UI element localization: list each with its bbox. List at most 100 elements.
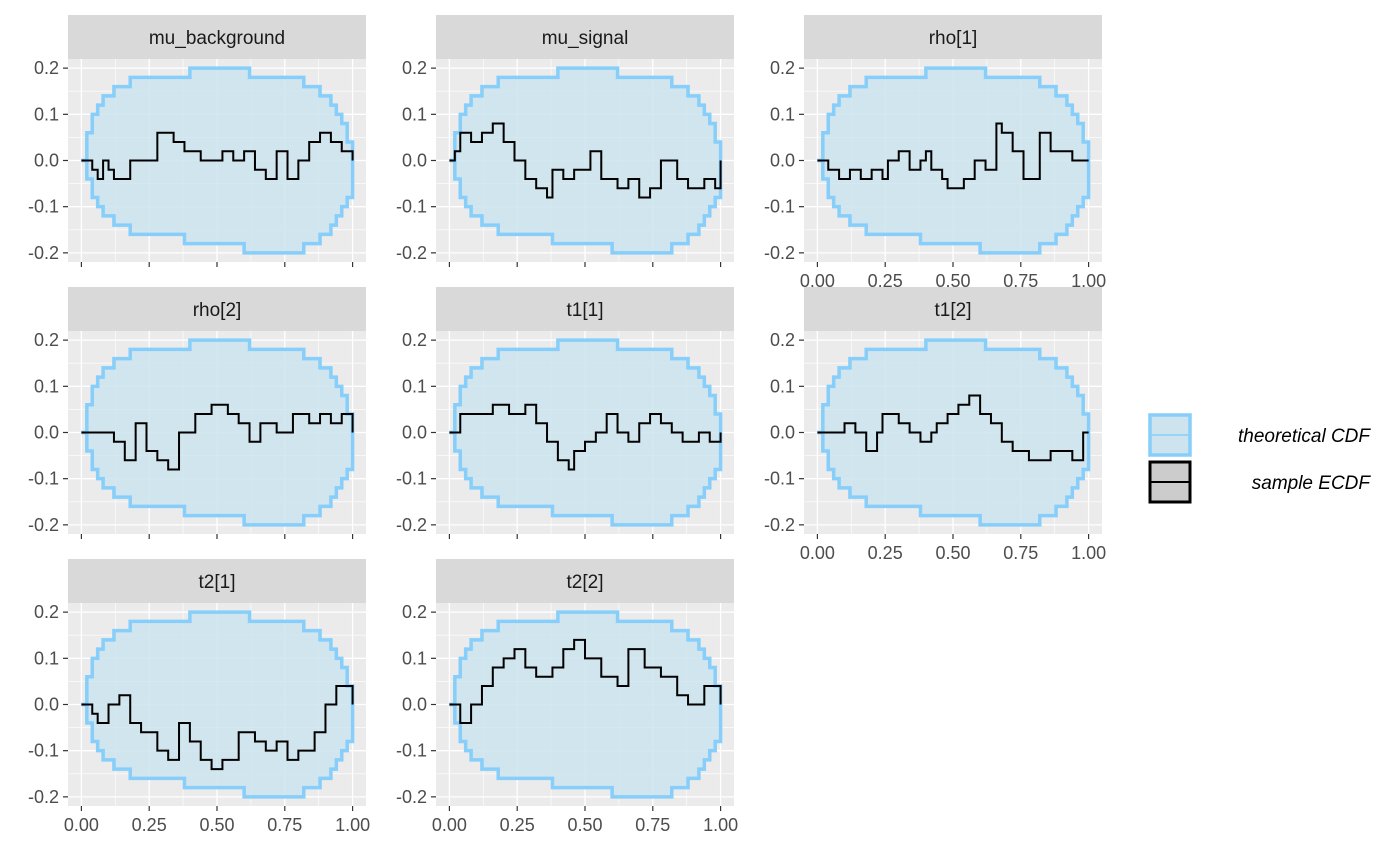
y-tick-label: 0.1: [770, 376, 795, 396]
x-tick-label: 0.25: [132, 815, 167, 835]
strip-label: rho[1]: [929, 28, 978, 49]
y-tick-label: -0.2: [764, 515, 795, 535]
theoretical-cdf-upper: [81, 66, 355, 163]
y-tick-label: -0.2: [764, 243, 795, 263]
y-tick-label: 0.2: [34, 58, 59, 78]
sample-ecdf-line: [449, 638, 722, 724]
y-tick-label: -0.2: [396, 515, 427, 535]
legend: theoretical CDF sample ECDF: [1148, 413, 1372, 504]
theoretical-cdf-lower: [817, 158, 1091, 255]
panel-t2-2: t2[2] 0.2 0.1 0.0 -0.1 -0.20.00 0.25 0.50 0.75 1.…: [396, 559, 738, 835]
panel-rho-2: rho[2] 0.2 0.1 0.0 -0.1 -0.2: [28, 287, 366, 539]
y-tick-label: -0.2: [396, 787, 427, 807]
y-tick-label: 0.0: [402, 151, 427, 171]
x-tick-label: 0.00: [800, 543, 835, 563]
x-tick-label: 0.50: [199, 815, 234, 835]
theoretical-cdf-upper: [817, 338, 1091, 435]
y-tick-label: -0.1: [28, 741, 59, 761]
panel-rho-1: rho[1] 0.2 0.1 0.0 -0.1 -0.20.00 0.25 0.50 0.75 1…: [764, 15, 1106, 291]
facet-panels: mu_background 0.2 0.1 0.0 -0.1 -0.2 mu_signal 0…: [28, 15, 1106, 835]
theoretical-cdf-lower: [81, 158, 355, 255]
x-tick-label: 0.75: [1003, 543, 1038, 563]
panel-mu-background: mu_background 0.2 0.1 0.0 -0.1 -0.2: [28, 15, 366, 267]
y-tick-label: -0.1: [396, 197, 427, 217]
theoretical-cdf-band: [449, 612, 721, 797]
y-tick-label: 0.1: [34, 648, 59, 668]
x-tick-label: 1.00: [703, 815, 738, 835]
panel-t1-2: t1[2] 0.2 0.1 0.0 -0.1 -0.20.00 0.25 0.50 0.75 1.…: [764, 287, 1106, 563]
theoretical-cdf-band: [449, 340, 721, 525]
strip-background: [436, 15, 734, 59]
y-tick-label: 0.0: [402, 423, 427, 443]
y-tick-label: -0.1: [28, 197, 59, 217]
y-tick-label: 0.2: [402, 602, 427, 622]
x-tick-label: 0.50: [567, 815, 602, 835]
y-tick-label: -0.2: [28, 787, 59, 807]
y-tick-label: 0.0: [34, 695, 59, 715]
y-tick-label: 0.2: [34, 602, 59, 622]
theoretical-cdf-lower: [449, 702, 723, 799]
theoretical-cdf-lower: [449, 430, 723, 527]
panel-mu-signal: mu_signal 0.2 0.1 0.0 -0.1 -0.2: [396, 15, 734, 267]
theoretical-cdf-lower: [81, 702, 355, 799]
y-tick-label: 0.1: [402, 376, 427, 396]
y-tick-label: -0.1: [396, 741, 427, 761]
y-tick-label: -0.1: [764, 469, 795, 489]
x-tick-label: 1.00: [1071, 271, 1106, 291]
sample-ecdf-line: [449, 122, 722, 199]
y-tick-label: 0.1: [402, 648, 427, 668]
y-tick-label: 0.0: [402, 695, 427, 715]
x-tick-label: 1.00: [1071, 543, 1106, 563]
strip-label: t2[1]: [199, 572, 236, 593]
y-tick-label: 0.1: [34, 376, 59, 396]
strip-label: mu_background: [149, 28, 285, 49]
y-tick-label: -0.1: [396, 469, 427, 489]
strip-background: [436, 287, 734, 331]
x-tick-label: 0.00: [432, 815, 467, 835]
sample-ecdf-line: [817, 122, 1089, 190]
y-tick-label: 0.2: [402, 58, 427, 78]
x-tick-label: 0.75: [267, 815, 302, 835]
x-tick-label: 0.25: [500, 815, 535, 835]
theoretical-cdf-upper: [449, 338, 723, 435]
legend-label-sample-ecdf: sample ECDF: [1252, 473, 1372, 494]
theoretical-cdf-band: [817, 340, 1089, 525]
y-tick-label: 0.0: [770, 423, 795, 443]
theoretical-cdf-lower: [81, 430, 355, 527]
x-tick-label: 0.00: [64, 815, 99, 835]
y-tick-label: 0.2: [34, 330, 59, 350]
y-tick-label: -0.2: [28, 243, 59, 263]
y-tick-label: 0.0: [770, 151, 795, 171]
y-tick-label: 0.1: [34, 104, 59, 124]
x-tick-label: 0.25: [868, 543, 903, 563]
x-tick-label: 1.00: [335, 815, 370, 835]
panel-t2-1: t2[1] 0.2 0.1 0.0 -0.1 -0.20.00 0.25 0.50 0.75 1.…: [28, 559, 370, 835]
strip-background: [804, 15, 1102, 59]
legend-label-theoretical-cdf: theoretical CDF: [1238, 426, 1371, 447]
x-tick-label: 0.50: [935, 271, 970, 291]
y-tick-label: 0.2: [770, 58, 795, 78]
y-tick-label: 0.0: [34, 423, 59, 443]
sample-ecdf-line: [81, 403, 354, 471]
strip-label: mu_signal: [542, 28, 629, 49]
theoretical-cdf-band: [81, 612, 353, 797]
strip-background: [436, 559, 734, 603]
theoretical-cdf-band: [449, 68, 721, 253]
strip-background: [804, 287, 1102, 331]
y-tick-label: 0.1: [402, 104, 427, 124]
theoretical-cdf-lower: [449, 158, 723, 255]
x-tick-label: 0.75: [635, 815, 670, 835]
sample-ecdf-line: [449, 403, 722, 471]
strip-label: t1[2]: [935, 300, 972, 321]
x-tick-label: 0.75: [1003, 271, 1038, 291]
theoretical-cdf-upper: [449, 66, 723, 163]
strip-background: [68, 287, 366, 331]
theoretical-cdf-band: [81, 340, 353, 525]
y-tick-label: 0.1: [770, 104, 795, 124]
strip-label: rho[2]: [193, 300, 242, 321]
y-tick-label: -0.1: [764, 197, 795, 217]
y-tick-label: 0.2: [770, 330, 795, 350]
x-tick-label: 0.50: [935, 543, 970, 563]
strip-label: t1[1]: [567, 300, 604, 321]
